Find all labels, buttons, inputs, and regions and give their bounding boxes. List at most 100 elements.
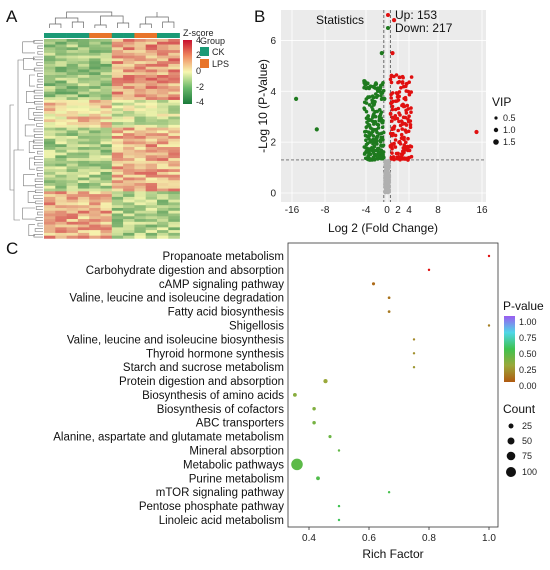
heatmap-cell — [168, 80, 180, 84]
heatmap-cell — [123, 44, 135, 48]
pathway-label: Shigellosis — [229, 321, 284, 333]
heatmap-cell — [66, 147, 79, 151]
volcano-point-down — [371, 134, 376, 138]
volcano-point-up — [393, 133, 398, 138]
volcano-point-down — [379, 93, 383, 98]
heatmap-cell — [77, 113, 90, 117]
heatmap-cell — [111, 160, 124, 164]
heatmap-cell — [157, 44, 169, 48]
heatmap-cell — [157, 135, 169, 140]
heatmap-cell — [100, 52, 113, 56]
heatmap-cell — [134, 88, 146, 92]
volcano-point-down — [375, 142, 379, 146]
heatmap-cell — [145, 194, 158, 198]
heatmap-cell — [145, 230, 158, 234]
volcano-x-tick: -4 — [362, 205, 371, 216]
zscore-tick: 2 — [196, 50, 201, 60]
heatmap-cell — [111, 199, 124, 203]
heatmap-cell — [168, 124, 180, 128]
heatmap-cell — [123, 124, 135, 128]
heatmap-cell — [168, 52, 180, 56]
volcano-x-tick: -8 — [321, 205, 330, 216]
enrichment-point — [387, 491, 391, 494]
heatmap-cell — [100, 44, 113, 48]
heatmap-cell — [55, 77, 67, 81]
heatmap-cell — [44, 216, 56, 220]
heatmap-cell — [44, 210, 56, 214]
heatmap-cell — [100, 199, 113, 203]
heatmap-cell — [168, 155, 180, 159]
heatmap-cell — [44, 105, 56, 109]
heatmap-cell — [111, 72, 124, 76]
heatmap-cell — [168, 39, 180, 43]
heatmap-cell — [123, 158, 135, 162]
heatmap-cell — [89, 52, 101, 56]
pathway-label: Metabolic pathways — [183, 459, 284, 471]
heatmap-cell — [134, 227, 146, 231]
heatmap-cell — [123, 174, 135, 178]
volcano-point-down — [365, 120, 369, 124]
heatmap-cell — [77, 232, 90, 236]
heatmap-cell — [145, 185, 158, 189]
heatmap-cell — [44, 75, 56, 79]
heatmap-cell — [123, 224, 135, 228]
heatmap-cell — [157, 188, 169, 192]
heatmap-cell — [55, 83, 67, 87]
heatmap-cell — [134, 119, 146, 123]
heatmap-cell — [157, 169, 169, 173]
pathway-label: Biosynthesis of cofactors — [157, 404, 284, 416]
heatmap-cell — [134, 224, 146, 228]
heatmap-cell — [123, 221, 135, 225]
volcano-point-down — [367, 103, 372, 107]
volcano-point-ns — [384, 169, 387, 173]
pvalue-colorbar — [504, 316, 515, 382]
volcano-point-up — [409, 75, 414, 79]
heatmap-cell — [100, 41, 113, 45]
heatmap-cell — [100, 75, 113, 79]
heatmap-cell — [44, 230, 56, 234]
heatmap-cell — [157, 111, 169, 115]
heatmap-cell — [145, 205, 158, 209]
heatmap-cell — [168, 47, 180, 51]
pathway-label: Thyroid hormone synthesis — [146, 348, 284, 360]
heatmap-cell — [55, 147, 67, 151]
heatmap-cell — [134, 216, 146, 220]
heatmap-cell — [89, 158, 101, 162]
heatmap-cell — [89, 202, 101, 206]
heatmap-cell — [123, 185, 135, 189]
heatmap-cell — [168, 166, 180, 170]
heatmap-cell — [66, 133, 79, 137]
heatmap-cell — [157, 216, 169, 220]
volcano-point-up — [399, 155, 403, 160]
heatmap-cell — [66, 55, 79, 59]
heatmap-cell — [157, 39, 169, 43]
heatmap-cell — [55, 119, 67, 123]
pathway-labels: Propanoate metabolism Carbohydrate digest… — [53, 251, 284, 527]
heatmap-cell — [111, 97, 124, 101]
heatmap-cell — [55, 155, 67, 159]
heatmap-cell — [168, 230, 180, 234]
heatmap-cell — [134, 41, 146, 45]
heatmap-cell — [168, 163, 180, 167]
heatmap-cell — [111, 216, 124, 220]
heatmap-cell — [66, 66, 79, 70]
volcano-point-up — [405, 81, 409, 86]
heatmap-cell — [157, 230, 169, 234]
heatmap-cell — [157, 58, 169, 62]
heatmap-cell — [123, 216, 135, 220]
heatmap-cell — [157, 94, 169, 98]
heatmap-cell — [123, 75, 135, 79]
heatmap-cell — [44, 219, 56, 223]
heatmap-cell — [157, 163, 169, 167]
heatmap-cell — [100, 108, 113, 112]
heatmap-cell — [55, 52, 67, 56]
heatmap-cell — [157, 224, 169, 228]
heatmap-cell — [77, 177, 90, 181]
heatmap-cell — [168, 55, 180, 59]
heatmap-cell — [66, 127, 79, 131]
heatmap-cell — [77, 144, 90, 148]
heatmap-cell — [111, 41, 124, 45]
zscore-title: Z-score — [183, 28, 214, 38]
heatmap-cell — [157, 119, 169, 123]
heatmap-cell — [89, 102, 101, 106]
